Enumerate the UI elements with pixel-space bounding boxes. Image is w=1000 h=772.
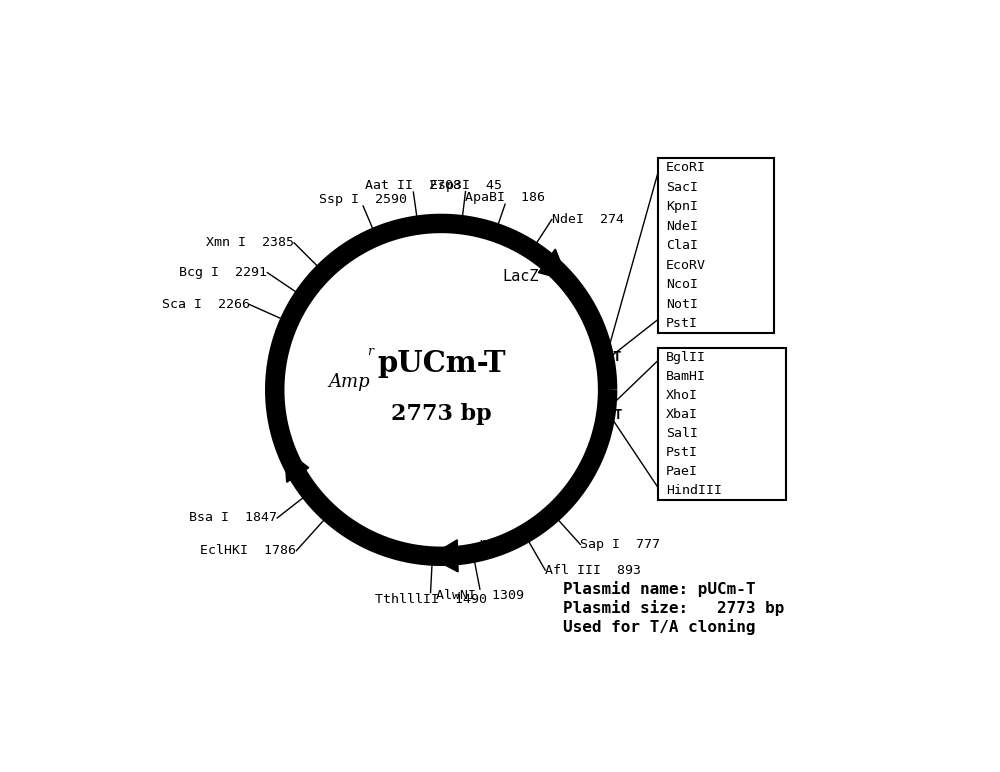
Text: LacZ: LacZ	[503, 269, 539, 284]
Text: Bsa I  1847: Bsa I 1847	[189, 512, 277, 524]
Text: HindIII: HindIII	[666, 484, 722, 497]
Text: AlwNI  1309: AlwNI 1309	[436, 589, 524, 602]
Text: SacI: SacI	[666, 181, 698, 194]
Text: rep: rep	[477, 537, 505, 552]
Text: Sca I  2266: Sca I 2266	[162, 298, 250, 311]
Text: TthlllII  1490: TthlllII 1490	[375, 593, 487, 606]
Text: Ssp I  2590: Ssp I 2590	[319, 193, 407, 206]
Text: Bcg I  2291: Bcg I 2291	[179, 266, 267, 279]
Polygon shape	[285, 449, 309, 482]
Text: NdeI  274: NdeI 274	[552, 213, 624, 226]
Text: Amp: Amp	[329, 373, 370, 391]
Text: T: T	[612, 350, 621, 364]
Text: KpnI: KpnI	[666, 200, 698, 213]
Text: Used for T/A cloning: Used for T/A cloning	[563, 619, 756, 635]
Text: 2773 bp: 2773 bp	[391, 403, 491, 425]
Text: XhoI: XhoI	[666, 389, 698, 402]
Bar	[658, 348, 786, 499]
Bar	[658, 158, 774, 334]
Text: BglII: BglII	[666, 351, 706, 364]
Text: PstI: PstI	[666, 317, 698, 330]
Text: Xmn I  2385: Xmn I 2385	[206, 236, 294, 249]
Text: XbaI: XbaI	[666, 408, 698, 421]
Polygon shape	[429, 540, 458, 572]
Text: Afl III  893: Afl III 893	[545, 564, 641, 577]
Text: NcoI: NcoI	[666, 278, 698, 291]
Text: Sap I  777: Sap I 777	[580, 538, 660, 551]
Text: Plasmid name: pUCm-T: Plasmid name: pUCm-T	[563, 581, 756, 597]
Text: NdeI: NdeI	[666, 220, 698, 232]
Text: r: r	[367, 345, 373, 357]
Text: BamHI: BamHI	[666, 370, 706, 383]
Text: PstI: PstI	[666, 446, 698, 459]
Text: pUCm-T: pUCm-T	[377, 349, 505, 378]
Text: PaeI: PaeI	[666, 465, 698, 478]
Text: EcoRV: EcoRV	[666, 259, 706, 272]
Text: EclHKI  1786: EclHKI 1786	[200, 544, 296, 557]
Text: ClaI: ClaI	[666, 239, 698, 252]
Text: NotI: NotI	[666, 298, 698, 310]
Polygon shape	[538, 249, 568, 280]
Text: T: T	[614, 408, 622, 422]
Text: SalI: SalI	[666, 427, 698, 440]
Text: EcoRI: EcoRI	[666, 161, 706, 174]
Text: Esp3I  45: Esp3I 45	[430, 178, 502, 191]
Text: Plasmid size:   2773 bp: Plasmid size: 2773 bp	[563, 600, 784, 616]
Text: Aat II  2708: Aat II 2708	[365, 179, 461, 192]
Text: ApaBI  186: ApaBI 186	[465, 191, 545, 204]
